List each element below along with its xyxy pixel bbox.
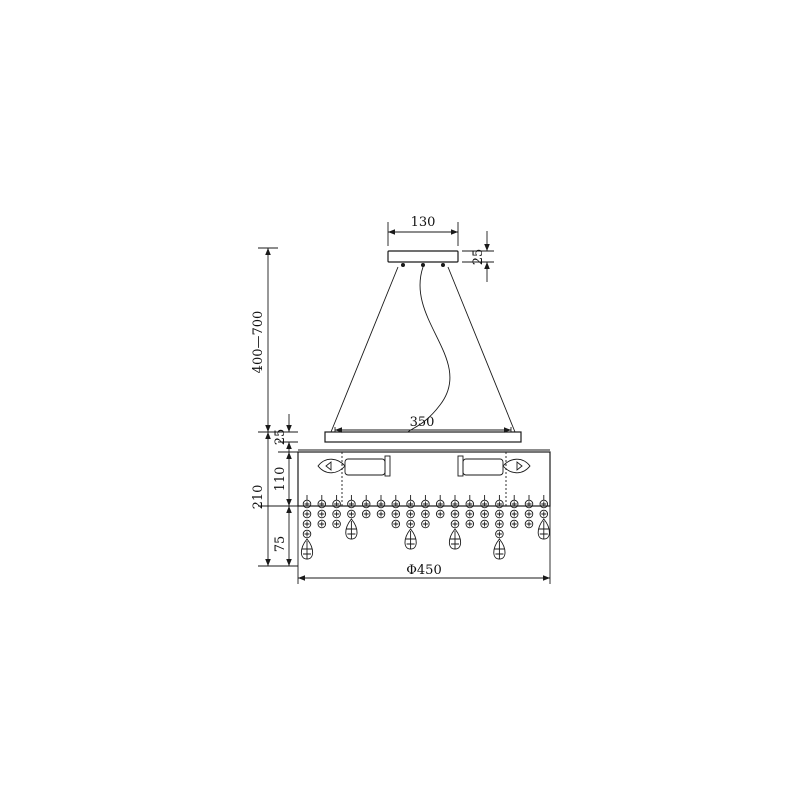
crystal-bead-icon [539, 499, 549, 509]
lamp-body [297, 449, 551, 507]
crystal-bead-icon [465, 499, 475, 509]
bulb-right [457, 452, 531, 506]
crystal-bead-icon [421, 509, 430, 519]
crystal-bead-icon [391, 499, 401, 509]
crystal-drop-label: 75 [273, 536, 288, 553]
crystal-bead-icon [495, 499, 504, 509]
crystal-bead-icon [509, 519, 519, 529]
crystal-bead-icon [317, 499, 327, 509]
crystal-bead-icon [361, 499, 371, 509]
crystal-bead-icon [302, 519, 312, 529]
canopy-width-label: 130 [411, 215, 436, 230]
crystal-bead-icon [480, 519, 489, 529]
crystal-bead-icon [480, 509, 489, 519]
frame-width-label: 350 [410, 415, 435, 430]
ceiling-canopy [387, 250, 459, 267]
crystal-strands [300, 495, 550, 560]
diameter-dimension: Φ450 [297, 506, 551, 584]
crystal-bead-icon [435, 499, 445, 509]
crystal-bead-icon [347, 499, 356, 509]
crystal-bead-icon [421, 519, 430, 529]
crystal-bead-icon [495, 519, 504, 529]
crystal-bead-icon [317, 519, 327, 529]
crystal-bead-icon [391, 519, 401, 529]
crystal-bead-icon [332, 509, 341, 519]
crystal-bead-icon [495, 509, 504, 519]
bulb-left [317, 452, 391, 506]
crystal-bead-icon [465, 509, 475, 519]
body-dimensions: 25 110 75 210 [251, 414, 298, 567]
crystal-bead-icon [391, 509, 401, 519]
crystal-bead-icon [406, 509, 415, 519]
crystal-bead-icon [450, 499, 460, 509]
crystal-bead-icon [302, 499, 312, 509]
candle-bulb-icon [317, 458, 346, 474]
lamp-height-label: 110 [273, 467, 288, 492]
crystal-bead-icon [317, 509, 327, 519]
crystal-bead-icon [524, 519, 534, 529]
crystal-bead-icon [495, 529, 504, 539]
candle-bulb-icon [502, 458, 531, 474]
canopy-width-dimension: 130 [387, 215, 459, 246]
crystal-bead-icon [465, 519, 475, 529]
suspension-cables [330, 266, 516, 433]
crystal-bead-icon [524, 499, 534, 509]
crystal-bead-icon [361, 509, 371, 519]
suspension-length-label: 400—700 [251, 311, 266, 374]
crystal-bead-icon [406, 519, 415, 529]
frame-height-label: 25 [273, 429, 288, 446]
crystal-bead-icon [376, 509, 386, 519]
crystal-bead-icon [450, 509, 460, 519]
diameter-label: Φ450 [406, 563, 441, 578]
body-height-label: 210 [251, 485, 266, 510]
crystal-bead-icon [480, 499, 489, 509]
crystal-bead-icon [524, 509, 534, 519]
crystal-bead-icon [509, 509, 519, 519]
crystal-bead-icon [406, 499, 415, 509]
crystal-bead-icon [539, 509, 549, 519]
crystal-bead-icon [347, 509, 356, 519]
crystal-bead-icon [302, 509, 312, 519]
crystal-bead-icon [302, 529, 312, 539]
canopy-height-label: 25 [471, 249, 486, 266]
crystal-bead-icon [332, 519, 341, 529]
frame-width-dimension: 350 [335, 415, 511, 433]
crystal-bead-icon [376, 499, 386, 509]
crystal-bead-icon [332, 499, 341, 509]
crystal-bead-icon [421, 499, 430, 509]
suspension-length-dimension: 400—700 [251, 247, 298, 433]
crystal-bead-icon [509, 499, 519, 509]
crystal-bead-icon [435, 509, 445, 519]
canopy-height-dimension: 25 [462, 231, 494, 282]
crystal-bead-icon [450, 519, 460, 529]
